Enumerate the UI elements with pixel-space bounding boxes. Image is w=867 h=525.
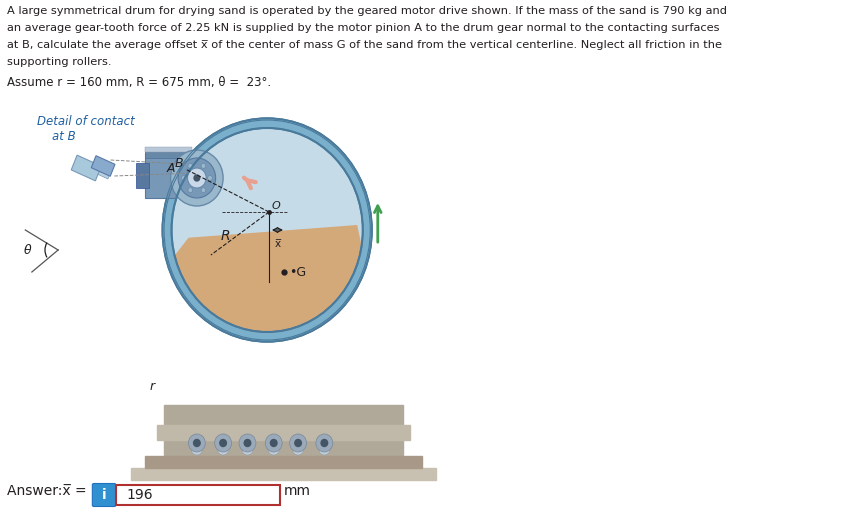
Text: at ​B, calculate the average offset x̅ of the center of mass G of the sand from : at ​B, calculate the average offset x̅ o… (8, 40, 722, 50)
Circle shape (188, 434, 205, 452)
Polygon shape (81, 159, 111, 179)
Text: Assume ​r = 160 mm, R = 675 mm, θ =  23°.: Assume ​r = 160 mm, R = 675 mm, θ = 23°. (8, 76, 271, 89)
Text: mm: mm (284, 484, 311, 498)
Circle shape (187, 168, 206, 188)
Text: r: r (150, 380, 155, 393)
Text: •G: •G (289, 266, 306, 278)
Circle shape (244, 439, 251, 446)
Bar (146, 456, 422, 468)
Text: at B: at B (51, 130, 75, 143)
Circle shape (192, 443, 203, 455)
Polygon shape (91, 156, 115, 176)
Bar (158, 425, 409, 440)
Circle shape (181, 175, 186, 181)
Circle shape (321, 439, 328, 446)
Text: 196: 196 (127, 488, 153, 502)
Text: θ: θ (24, 244, 32, 257)
Circle shape (194, 175, 199, 181)
Bar (146, 147, 192, 152)
Circle shape (188, 187, 192, 193)
Circle shape (201, 187, 205, 193)
Circle shape (162, 118, 372, 342)
Circle shape (215, 434, 231, 452)
Circle shape (319, 443, 330, 455)
Text: an average gear-tooth force of 2.25 kN is supplied by the motor pinion ​A to the: an average gear-tooth force of 2.25 kN i… (8, 23, 720, 33)
Bar (116, 485, 280, 505)
Text: A large symmetrical drum for drying sand is operated by the geared motor drive s: A large symmetrical drum for drying sand… (8, 6, 727, 16)
Bar (136, 163, 149, 188)
Circle shape (290, 434, 307, 452)
Circle shape (292, 443, 303, 455)
Text: supporting rollers.: supporting rollers. (8, 57, 112, 67)
Text: O: O (272, 201, 281, 211)
Text: x̅: x̅ (275, 239, 281, 249)
Circle shape (193, 439, 200, 446)
Text: A: A (166, 162, 175, 175)
Circle shape (316, 434, 333, 452)
Circle shape (207, 175, 212, 181)
Polygon shape (175, 226, 362, 332)
Circle shape (220, 439, 226, 446)
Circle shape (271, 439, 277, 446)
Bar (164, 405, 403, 455)
Bar (146, 153, 183, 198)
Circle shape (295, 439, 302, 446)
Circle shape (172, 128, 362, 332)
Text: B: B (174, 157, 183, 170)
Circle shape (171, 150, 223, 206)
Circle shape (242, 443, 253, 455)
Text: i: i (101, 488, 107, 502)
Circle shape (164, 120, 370, 340)
Bar (131, 468, 436, 480)
Circle shape (178, 158, 216, 198)
Circle shape (188, 163, 192, 169)
Circle shape (201, 163, 205, 169)
Bar (146, 150, 192, 158)
Text: R: R (220, 229, 230, 243)
Text: Detail of contact: Detail of contact (37, 115, 135, 128)
Polygon shape (71, 155, 101, 181)
Circle shape (239, 434, 256, 452)
Text: Answer:x̅ =: Answer:x̅ = (8, 484, 87, 498)
Circle shape (218, 443, 229, 455)
Circle shape (265, 434, 282, 452)
FancyBboxPatch shape (92, 484, 116, 507)
Circle shape (268, 443, 279, 455)
